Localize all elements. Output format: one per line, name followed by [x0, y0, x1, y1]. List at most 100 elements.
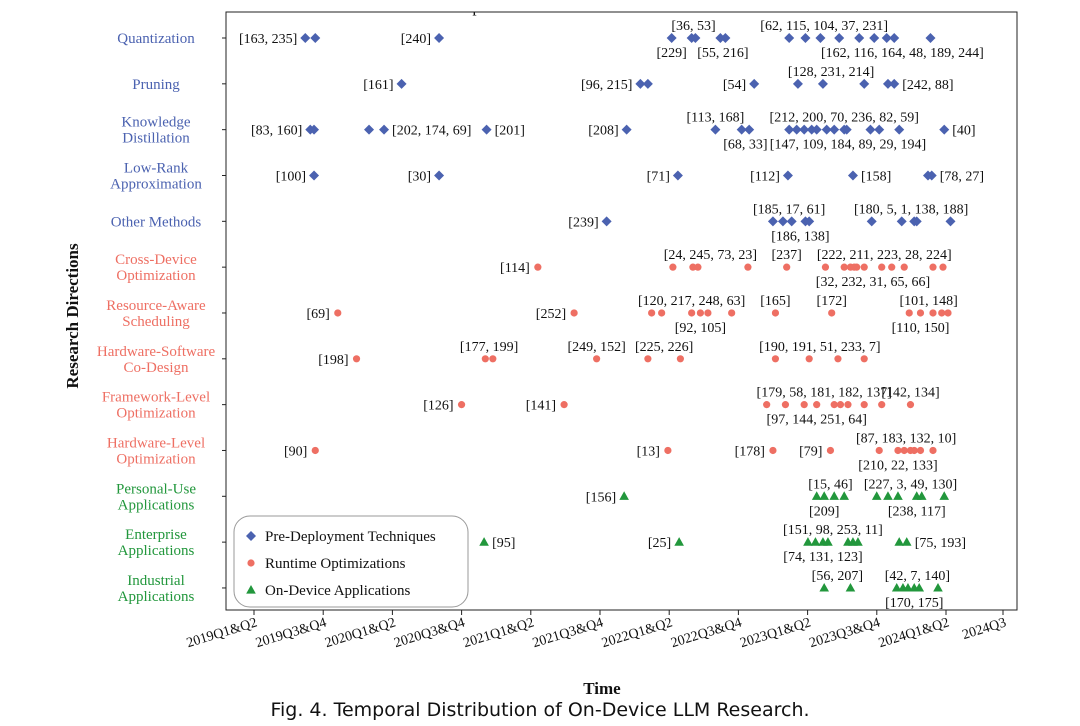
data-point-70-0	[819, 582, 829, 592]
data-point-21-0	[309, 170, 320, 181]
point-label: [69]	[306, 307, 329, 322]
data-point-31-0	[534, 263, 542, 271]
data-point-19-0	[811, 124, 822, 135]
point-label: [156]	[586, 490, 616, 505]
data-point-1-0	[434, 33, 445, 43]
point-label: [96, 215]	[581, 78, 632, 93]
row-label-industrial-applications: Industrial Applications	[118, 573, 195, 605]
point-label: [112]	[750, 169, 780, 184]
data-point-63-1	[883, 491, 893, 500]
plot-frame	[225, 11, 1018, 611]
data-point-69-0	[894, 537, 905, 546]
row-label-enterprise-applications: Enterprise Applications	[118, 527, 195, 559]
row-label-quantization: Quantization	[117, 31, 195, 47]
point-label: [40]	[952, 124, 975, 139]
data-point-67-1	[810, 537, 821, 546]
x-tick-label: 2024Q3	[961, 615, 1009, 643]
data-point-6-1	[881, 33, 892, 43]
data-point-19-1	[839, 124, 850, 135]
data-point-43-0	[916, 309, 925, 317]
data-point-71-2	[903, 582, 913, 592]
data-point-63-2	[893, 491, 903, 500]
data-point-5-0	[784, 33, 795, 43]
data-point-6-3	[925, 33, 936, 43]
row-label-knowledge-distillation: Knowledge Distillation	[121, 115, 190, 147]
point-label: [242, 88]	[902, 78, 953, 93]
data-point-58-5	[929, 446, 937, 455]
data-point-51-4	[836, 401, 845, 409]
point-label: [36, 53]	[671, 19, 715, 34]
figure-caption: Fig. 4. Temporal Distribution of On-Devi…	[270, 699, 810, 721]
row-label-personal-use-applications: Personal-Use Applications	[116, 481, 196, 513]
legend-entry-pre: Pre-Deployment Techniques	[265, 529, 436, 545]
legend-marker-pre	[246, 531, 256, 541]
data-point-48-3	[860, 355, 868, 363]
x-tick-label: 2022Q1&Q2	[600, 615, 674, 651]
data-point-53-0	[813, 401, 821, 409]
data-point-60-0	[619, 491, 629, 500]
point-label: [74, 131, 123]	[783, 550, 862, 565]
data-point-55-0	[664, 446, 672, 455]
data-point-61-0	[811, 491, 822, 500]
point-label: [161]	[363, 78, 393, 93]
data-point-10-1	[817, 78, 828, 89]
data-point-34-7	[929, 263, 937, 271]
data-point-11-0	[882, 78, 893, 89]
data-point-17-0	[736, 124, 747, 135]
data-point-2-0	[666, 33, 677, 43]
row-label-framework-level-optimization: Framework-Level Optimization	[102, 390, 210, 422]
data-point-56-0	[769, 446, 777, 455]
chart-title: Temporal Distribution of On-Device LLM R…	[442, 0, 798, 16]
legend-marker-run	[247, 559, 255, 567]
point-label: [42, 7, 140]	[885, 569, 950, 584]
x-tick-label: 2020Q3&Q4	[392, 615, 466, 651]
point-label: [90]	[284, 444, 307, 459]
data-point-32-1	[689, 263, 697, 271]
legend-marker-app	[246, 585, 256, 594]
x-tick-label: 2023Q3&Q4	[808, 615, 882, 651]
data-point-38-1	[658, 309, 666, 317]
point-label: [225, 226]	[635, 340, 693, 355]
data-point-38-2	[688, 309, 696, 317]
point-label: [210, 22, 133]	[858, 458, 937, 473]
point-label: [222, 211, 223, 28, 224]	[817, 248, 952, 263]
point-label: [180, 5, 1, 138, 188]	[854, 202, 968, 217]
data-point-34-0	[821, 263, 830, 271]
x-tick-label: 2021Q3&Q4	[531, 615, 605, 651]
data-point-44-0	[352, 355, 361, 363]
data-point-42-1	[929, 309, 937, 317]
data-point-0-0	[300, 33, 311, 43]
data-point-69-1	[901, 537, 912, 546]
data-point-14-0	[481, 124, 492, 135]
data-point-42-0	[905, 309, 913, 317]
row-label-low-rank-approximation: Low-Rank Approximation	[110, 160, 202, 192]
data-point-39-0	[696, 309, 705, 317]
data-point-30-1	[896, 216, 907, 227]
data-point-61-1	[829, 491, 840, 500]
data-point-51-0	[763, 401, 771, 409]
data-point-34-4	[860, 263, 868, 271]
data-point-45-1	[489, 355, 497, 363]
legend-entry-app: On-Device Applications	[265, 583, 411, 599]
data-point-51-1	[781, 401, 790, 409]
data-point-22-0	[434, 170, 445, 181]
data-point-10-0	[792, 78, 803, 89]
point-label: [71]	[647, 169, 670, 184]
data-point-47-1	[676, 355, 684, 363]
data-point-10-2	[859, 78, 870, 89]
point-label: [158]	[861, 169, 891, 184]
data-point-62-0	[819, 491, 829, 500]
point-label: [62, 115, 104, 37, 231]	[760, 19, 888, 34]
point-label: [237]	[772, 248, 802, 263]
data-point-18-3	[806, 124, 817, 135]
data-point-18-1	[791, 124, 802, 135]
data-point-63-4	[939, 491, 950, 500]
data-point-34-8	[939, 263, 947, 271]
data-point-28-0	[767, 216, 778, 227]
data-point-0-1	[310, 33, 321, 43]
data-point-58-1	[900, 446, 908, 455]
data-point-18-2	[799, 124, 810, 135]
data-point-67-0	[803, 537, 813, 546]
data-point-15-0	[621, 124, 632, 135]
data-point-48-1	[805, 355, 813, 363]
